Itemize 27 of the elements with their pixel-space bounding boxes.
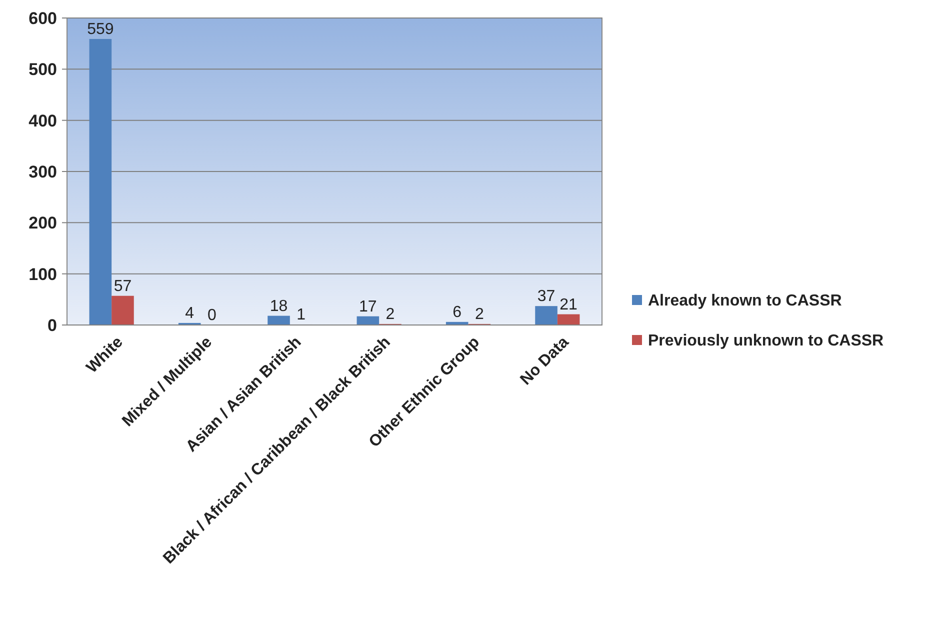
- bar: [356, 316, 380, 325]
- data-label: 1: [296, 306, 306, 324]
- y-tick-label: 400: [28, 111, 57, 130]
- y-tick-label: 600: [28, 8, 57, 28]
- data-label: 0: [207, 307, 216, 324]
- y-tick-label: 0: [48, 316, 57, 335]
- y-tick-label: 100: [28, 264, 57, 284]
- legend-label: Already known to CASSR: [648, 292, 842, 310]
- bar: [268, 316, 290, 325]
- bar: [89, 38, 112, 325]
- data-label: 21: [560, 296, 578, 314]
- bar: [535, 306, 558, 325]
- y-tick-label: 200: [28, 214, 57, 233]
- data-label: 2: [474, 306, 484, 323]
- data-label: 4: [185, 304, 194, 322]
- data-label: 37: [537, 288, 556, 306]
- legend-label: Previously unknown to CASSR: [648, 332, 884, 350]
- data-label: 559: [87, 20, 114, 38]
- y-tick-label: 300: [28, 162, 57, 182]
- bar: [557, 314, 580, 325]
- data-label: 18: [270, 298, 288, 315]
- data-label: 6: [452, 304, 462, 321]
- data-label: 57: [114, 278, 132, 295]
- y-tick-label: 500: [28, 60, 57, 80]
- data-label: 2: [386, 306, 395, 323]
- bar: [112, 296, 134, 325]
- data-label: 17: [359, 298, 377, 316]
